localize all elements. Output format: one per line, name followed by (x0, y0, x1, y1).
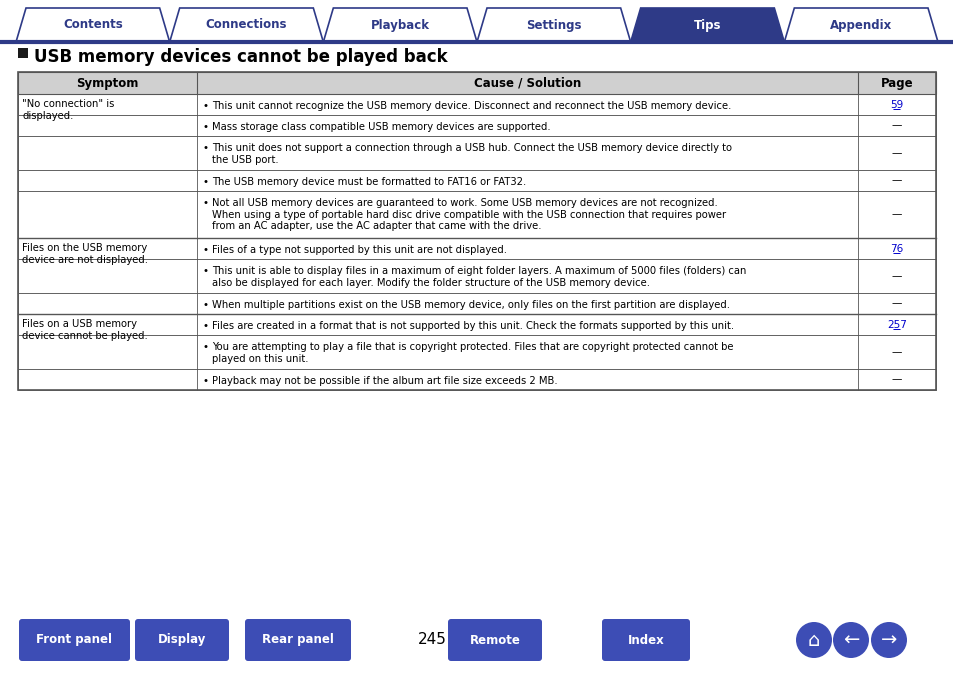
Text: Playback: Playback (371, 18, 429, 32)
Text: Playback may not be possible if the album art file size exceeds 2 MB.: Playback may not be possible if the albu… (212, 376, 558, 386)
Text: 257: 257 (886, 320, 906, 330)
Text: Index: Index (627, 633, 663, 647)
FancyBboxPatch shape (601, 619, 689, 661)
FancyBboxPatch shape (245, 619, 351, 661)
Text: Files on the USB memory
device are not displayed.: Files on the USB memory device are not d… (22, 243, 148, 264)
Text: Settings: Settings (525, 18, 581, 32)
Text: Symptom: Symptom (76, 77, 138, 90)
Text: •: • (203, 101, 209, 111)
Text: →: → (880, 631, 896, 649)
Text: •: • (203, 376, 209, 386)
Text: 245: 245 (417, 633, 446, 647)
Polygon shape (323, 8, 476, 42)
Bar (18, 314, 935, 335)
Text: When multiple partitions exist on the USB memory device, only files on the first: When multiple partitions exist on the US… (212, 300, 729, 310)
Polygon shape (170, 8, 323, 42)
Text: Contents: Contents (63, 18, 123, 32)
Text: USB memory devices cannot be played back: USB memory devices cannot be played back (34, 48, 447, 66)
Text: This unit does not support a connection through a USB hub. Connect the USB memor: This unit does not support a connection … (212, 143, 731, 165)
FancyBboxPatch shape (19, 619, 130, 661)
Bar (18, 94, 935, 115)
Bar (18, 259, 935, 293)
Text: Page: Page (880, 77, 912, 90)
Bar (18, 335, 935, 369)
Text: Rear panel: Rear panel (262, 633, 334, 647)
Text: Files are created in a format that is not supported by this unit. Check the form: Files are created in a format that is no… (212, 321, 734, 331)
Bar (18, 238, 935, 259)
Polygon shape (630, 8, 783, 42)
Text: ⌂: ⌂ (807, 631, 820, 649)
Text: Display: Display (157, 633, 206, 647)
Bar (18, 72, 935, 94)
Text: Connections: Connections (206, 18, 287, 32)
Bar (18, 115, 935, 136)
Text: —: — (891, 209, 902, 219)
Text: 59: 59 (889, 100, 902, 110)
Text: •: • (203, 245, 209, 255)
Bar (18, 48, 28, 58)
Text: Cause / Solution: Cause / Solution (474, 77, 580, 90)
Text: •: • (203, 177, 209, 187)
Text: •: • (203, 198, 209, 208)
Bar (18, 293, 935, 314)
Text: Remote: Remote (469, 633, 520, 647)
Text: Appendix: Appendix (829, 18, 891, 32)
Polygon shape (783, 8, 937, 42)
Text: You are attempting to play a file that is copyright protected. Files that are co: You are attempting to play a file that i… (212, 342, 733, 363)
Text: Front panel: Front panel (36, 633, 112, 647)
Text: —: — (891, 299, 902, 308)
Text: —: — (891, 148, 902, 158)
Text: ←: ← (841, 631, 859, 649)
Text: •: • (203, 342, 209, 352)
FancyBboxPatch shape (135, 619, 229, 661)
Text: Tips: Tips (693, 18, 720, 32)
FancyBboxPatch shape (448, 619, 541, 661)
Bar (18, 369, 935, 390)
Circle shape (870, 622, 906, 658)
Bar (18, 72, 935, 390)
Polygon shape (476, 8, 630, 42)
Bar (18, 136, 935, 170)
Text: •: • (203, 122, 209, 132)
Text: —: — (891, 176, 902, 186)
Text: —: — (891, 374, 902, 384)
Text: —: — (891, 347, 902, 357)
Circle shape (832, 622, 868, 658)
Text: •: • (203, 300, 209, 310)
Text: —: — (891, 271, 902, 281)
Text: Files of a type not supported by this unit are not displayed.: Files of a type not supported by this un… (212, 245, 506, 255)
Circle shape (795, 622, 831, 658)
Text: This unit is able to display files in a maximum of eight folder layers. A maximu: This unit is able to display files in a … (212, 266, 745, 287)
Text: 76: 76 (889, 244, 902, 254)
Text: Files on a USB memory
device cannot be played.: Files on a USB memory device cannot be p… (22, 319, 148, 341)
Text: This unit cannot recognize the USB memory device. Disconnect and reconnect the U: This unit cannot recognize the USB memor… (212, 101, 731, 111)
Bar (18, 170, 935, 191)
Bar (18, 191, 935, 238)
Text: Mass storage class compatible USB memory devices are supported.: Mass storage class compatible USB memory… (212, 122, 550, 132)
Text: •: • (203, 143, 209, 153)
Text: The USB memory device must be formatted to FAT16 or FAT32.: The USB memory device must be formatted … (212, 177, 526, 187)
Text: —: — (891, 120, 902, 131)
Text: •: • (203, 321, 209, 331)
Polygon shape (16, 8, 170, 42)
Text: •: • (203, 266, 209, 276)
Text: Not all USB memory devices are guaranteed to work. Some USB memory devices are n: Not all USB memory devices are guarantee… (212, 198, 725, 232)
Text: "No connection" is
displayed.: "No connection" is displayed. (22, 99, 114, 120)
